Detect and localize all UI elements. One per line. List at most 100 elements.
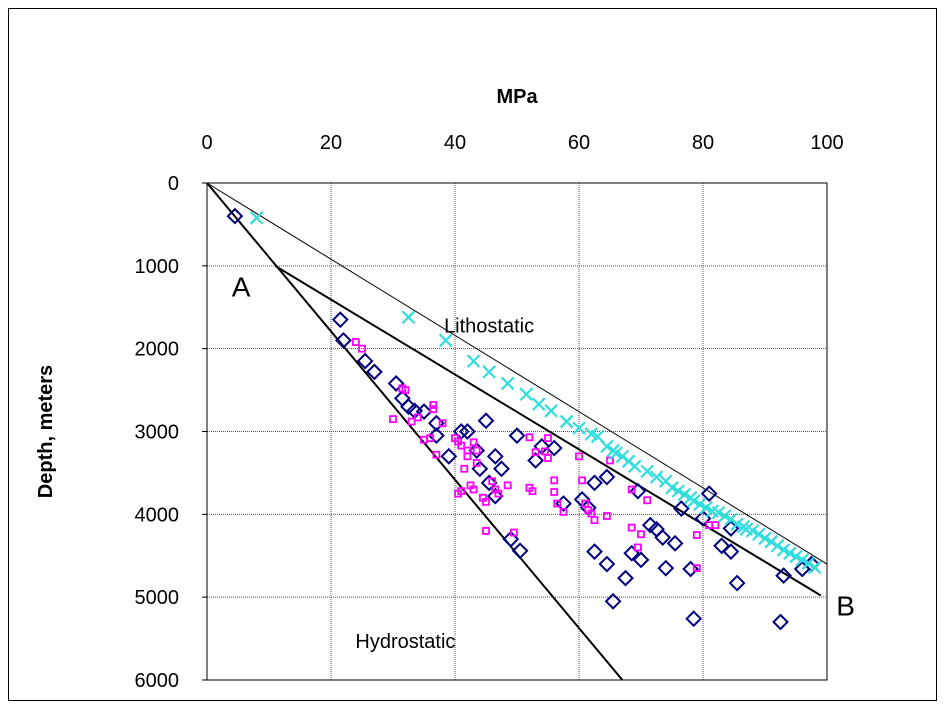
gridlines (207, 183, 827, 680)
diamond-point (226, 207, 244, 225)
square-point (358, 344, 366, 353)
diamond-point (511, 542, 529, 560)
diamond-point (666, 534, 684, 552)
cross-point (401, 310, 416, 324)
square-point (429, 405, 438, 414)
square-point (460, 464, 469, 473)
square-point (457, 441, 466, 450)
cross-point (544, 404, 558, 418)
diamond-point (700, 485, 718, 503)
cross-point (438, 333, 453, 348)
y-tick-label: 4000 (135, 504, 180, 526)
square-point (420, 435, 428, 444)
square-point (457, 487, 466, 496)
diamond-point (334, 331, 352, 349)
x-tick-label: 40 (444, 132, 466, 154)
square-point (559, 507, 568, 516)
diamond-point (598, 555, 616, 573)
y-tick-label: 5000 (135, 587, 180, 609)
diamond-point (477, 412, 495, 430)
y-tick-label: 0 (168, 173, 179, 195)
square-point (488, 477, 497, 486)
x-tick-label: 20 (320, 132, 342, 154)
cross-point (649, 470, 664, 484)
square-point (426, 434, 435, 443)
diamond-point (713, 537, 731, 555)
diamond-point (657, 559, 675, 577)
square-point (692, 531, 701, 539)
diamond-point (365, 363, 383, 381)
square-point (494, 489, 503, 498)
diamond-point (440, 447, 458, 465)
y-tick-label: 6000 (135, 670, 180, 692)
diamond-point (728, 574, 746, 592)
data-points (226, 207, 822, 631)
square-point (550, 488, 559, 496)
annotation-lithostatic: Lithostatic (444, 315, 534, 337)
annotation-hydrostatic: Hydrostatic (355, 631, 455, 653)
square-point (590, 516, 599, 525)
cross-point (628, 459, 642, 474)
diamond-point (427, 427, 445, 445)
trend-line-2 (274, 264, 822, 597)
diamond-point (331, 311, 349, 329)
annotation-a: A (232, 272, 251, 303)
square-point (509, 528, 518, 537)
y-axis-title: Depth, meters (35, 365, 57, 498)
square-point (389, 415, 397, 423)
square-point (643, 496, 652, 505)
y-tick-label: 1000 (135, 256, 180, 278)
diamond-point (632, 551, 650, 569)
square-point (575, 452, 583, 461)
square-point (528, 487, 537, 496)
diamond-point (486, 487, 504, 505)
annotation-b: B (836, 590, 855, 621)
diamond-point (468, 442, 486, 459)
cross-point (572, 421, 586, 435)
cross-point (466, 354, 481, 368)
square-point (578, 476, 586, 485)
cross-point (482, 365, 496, 379)
square-point (627, 485, 636, 494)
square-point (469, 438, 478, 447)
square-point (544, 434, 552, 443)
diamond-point (722, 543, 740, 561)
diamond-point (545, 439, 563, 457)
diamond-point (486, 447, 504, 465)
square-point (553, 499, 562, 508)
diamond-point (356, 352, 374, 370)
cross-point (807, 560, 822, 575)
diamond-point (527, 452, 545, 469)
cross-point (764, 534, 778, 549)
square-point (627, 523, 636, 532)
square-point (482, 498, 490, 506)
x-tick-label: 60 (568, 132, 590, 154)
trend-lines (206, 182, 828, 681)
diamond-point (685, 610, 703, 628)
square-point (544, 454, 552, 462)
square-point (472, 459, 481, 467)
diamond-point (586, 474, 603, 492)
diamond-point (617, 569, 634, 587)
cross-point (770, 539, 785, 553)
square-point (438, 419, 447, 428)
diamond-point (508, 427, 526, 445)
lithostatic-line (206, 182, 828, 565)
square-point (429, 401, 438, 409)
square-point (401, 386, 410, 394)
diamond-point (586, 543, 603, 561)
cross-point (640, 464, 654, 479)
diamond-point (682, 560, 700, 578)
diamond-point (629, 482, 647, 500)
diamond-point (502, 530, 520, 548)
square-point (463, 452, 472, 461)
square-point (482, 527, 490, 535)
square-point (603, 512, 611, 520)
chart-frame (8, 8, 937, 701)
diamond-point (604, 592, 622, 610)
diamond-point (458, 423, 476, 440)
diamond-point (772, 613, 789, 631)
x-tick-label: 0 (201, 132, 212, 154)
